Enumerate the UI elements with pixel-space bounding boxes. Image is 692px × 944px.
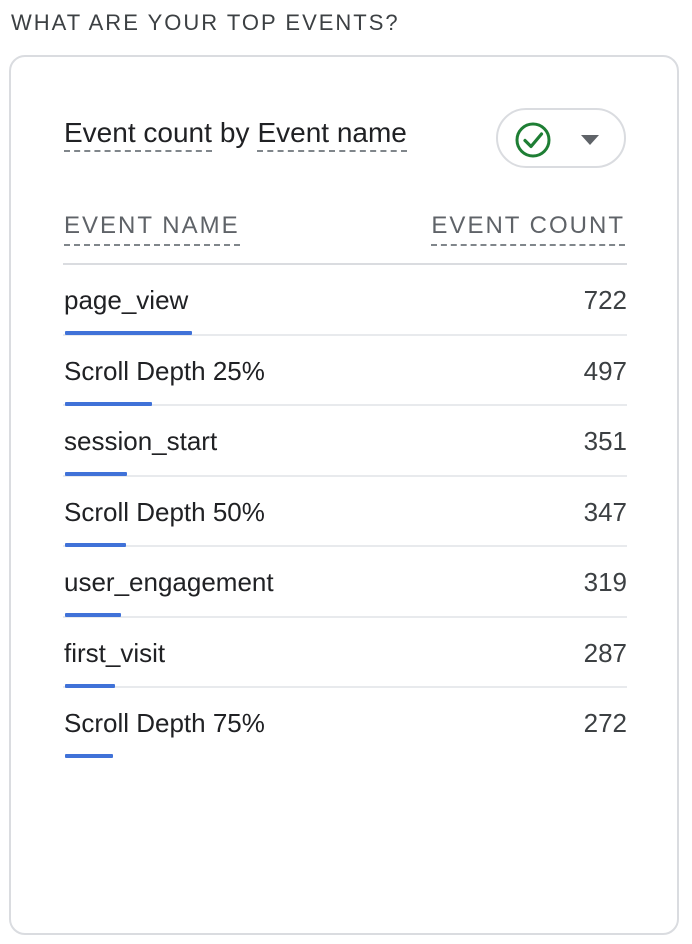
event-count-bar	[65, 754, 113, 758]
check-circle-icon	[515, 122, 551, 158]
event-count-bar	[65, 613, 121, 617]
table-row[interactable]: first_visit 287	[63, 618, 627, 688]
event-count-bar	[65, 683, 115, 688]
event-count-cell: 272	[583, 708, 627, 738]
event-count-bar	[65, 401, 152, 406]
event-count-cell: 497	[583, 355, 627, 386]
event-name-cell: page_view	[64, 285, 189, 315]
event-count-cell: 722	[583, 285, 627, 315]
header-divider	[63, 263, 627, 265]
event-name-cell: first_visit	[64, 637, 166, 668]
event-name-cell: Scroll Depth 75%	[64, 708, 265, 738]
event-name-cell: Scroll Depth 25%	[64, 355, 265, 386]
table-row[interactable]: page_view 722	[63, 265, 627, 336]
event-count-cell: 351	[583, 426, 627, 456]
dimension-selector[interactable]: Event name	[257, 117, 407, 152]
event-count-bar	[65, 542, 126, 547]
event-name-cell: Scroll Depth 50%	[64, 496, 265, 527]
event-name-cell: user_engagement	[64, 567, 274, 597]
table-row[interactable]: session_start 351	[63, 406, 627, 477]
events-table: page_view 722 Scroll Depth 25% 497 session_s…	[63, 265, 627, 758]
event-count-cell: 347	[583, 496, 627, 527]
event-count-cell: 287	[583, 637, 627, 668]
event-count-bar	[65, 472, 127, 476]
title-by-text: by	[219, 117, 250, 148]
event-name-cell: session_start	[64, 426, 218, 456]
comparison-dropdown-button[interactable]	[496, 108, 626, 168]
event-count-bar	[65, 331, 192, 335]
table-row[interactable]: Scroll Depth 50% 347	[63, 477, 627, 547]
table-row[interactable]: Scroll Depth 25% 497	[63, 336, 627, 406]
column-header-event-count[interactable]: EVENT COUNT	[431, 210, 625, 246]
metric-selector[interactable]: Event count	[64, 117, 212, 152]
section-heading: WHAT ARE YOUR TOP EVENTS?	[11, 10, 400, 35]
table-row[interactable]: Scroll Depth 75% 272	[63, 688, 627, 758]
caret-down-icon	[581, 135, 599, 145]
event-count-cell: 319	[583, 567, 627, 597]
top-events-card: Event count by Event name EVENT NAME EVENT…	[9, 55, 679, 935]
column-header-event-name[interactable]: EVENT NAME	[64, 210, 240, 246]
card-title: Event count by Event name	[64, 113, 407, 153]
table-row[interactable]: user_engagement 319	[63, 547, 627, 618]
